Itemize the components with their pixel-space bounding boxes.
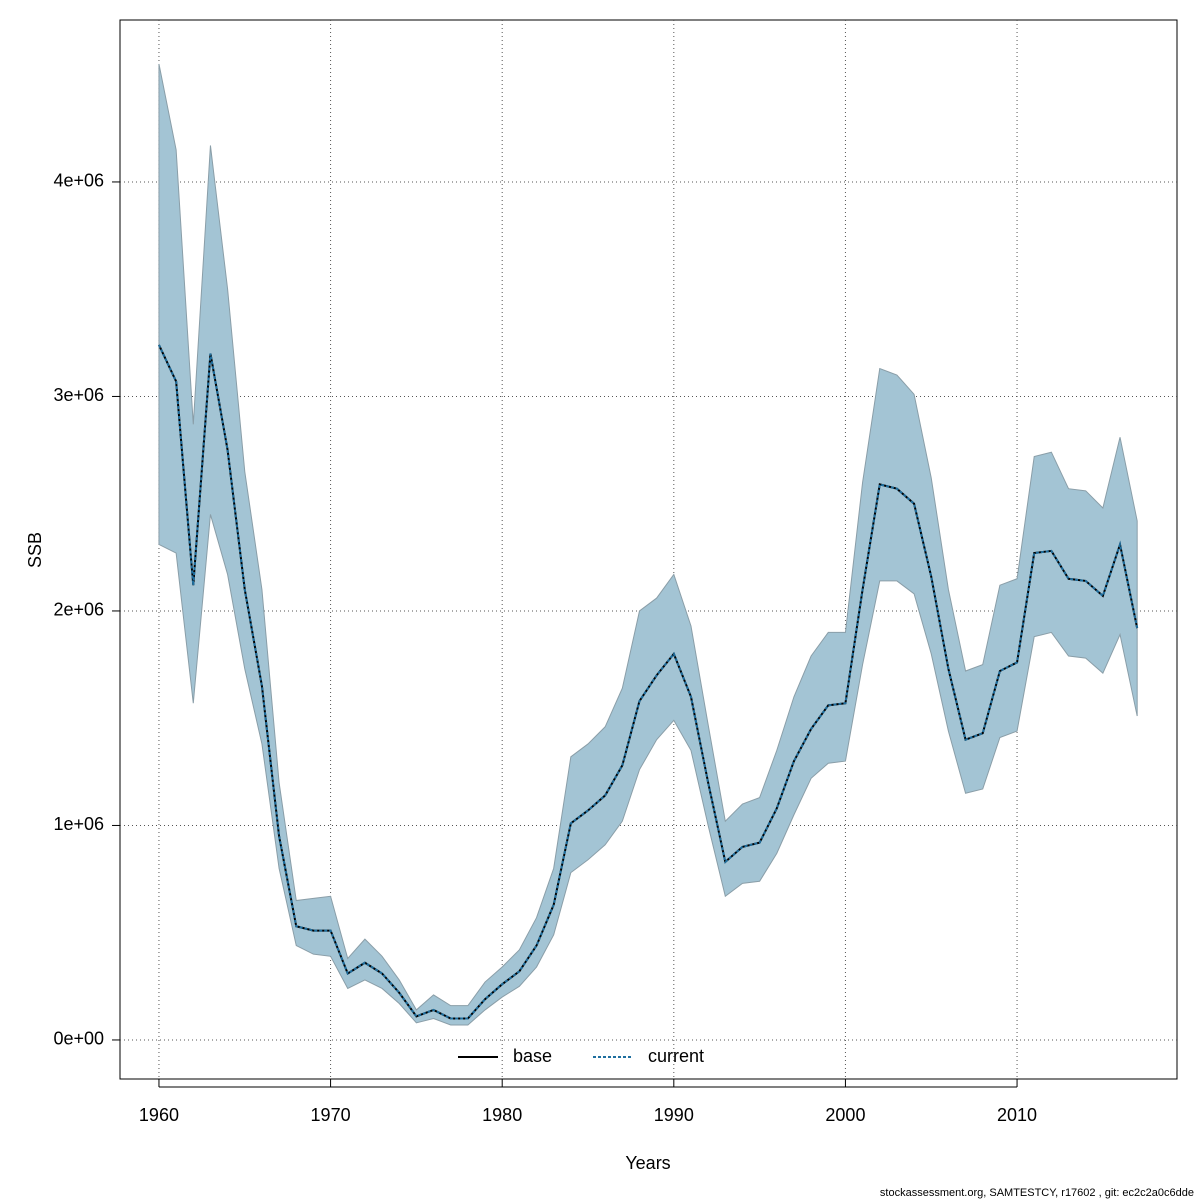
confidence-band [158, 63, 1138, 1026]
y-tick-label: 3e+06 [53, 385, 104, 405]
series-line [158, 344, 1139, 1020]
x-tick-label: 1990 [654, 1105, 694, 1125]
legend-label: current [648, 1046, 704, 1066]
x-axis-label: Years [625, 1153, 670, 1173]
y-tick-label: 0e+00 [53, 1029, 104, 1049]
y-tick-label: 1e+06 [53, 814, 104, 834]
x-tick-label: 2010 [997, 1105, 1037, 1125]
y-tick-label: 4e+06 [53, 171, 104, 191]
x-tick-label: 1960 [139, 1105, 179, 1125]
y-axis-label: SSB [25, 532, 45, 568]
x-tick-label: 1970 [311, 1105, 351, 1125]
legend-label: base [513, 1046, 552, 1066]
plot-frame [119, 19, 1178, 1080]
x-tick-label: 2000 [825, 1105, 865, 1125]
y-tick-label: 2e+06 [53, 600, 104, 620]
x-tick-label: 1980 [482, 1105, 522, 1125]
footer: stockassessment.org, SAMTESTCY, r17602 ,… [880, 1187, 1194, 1199]
